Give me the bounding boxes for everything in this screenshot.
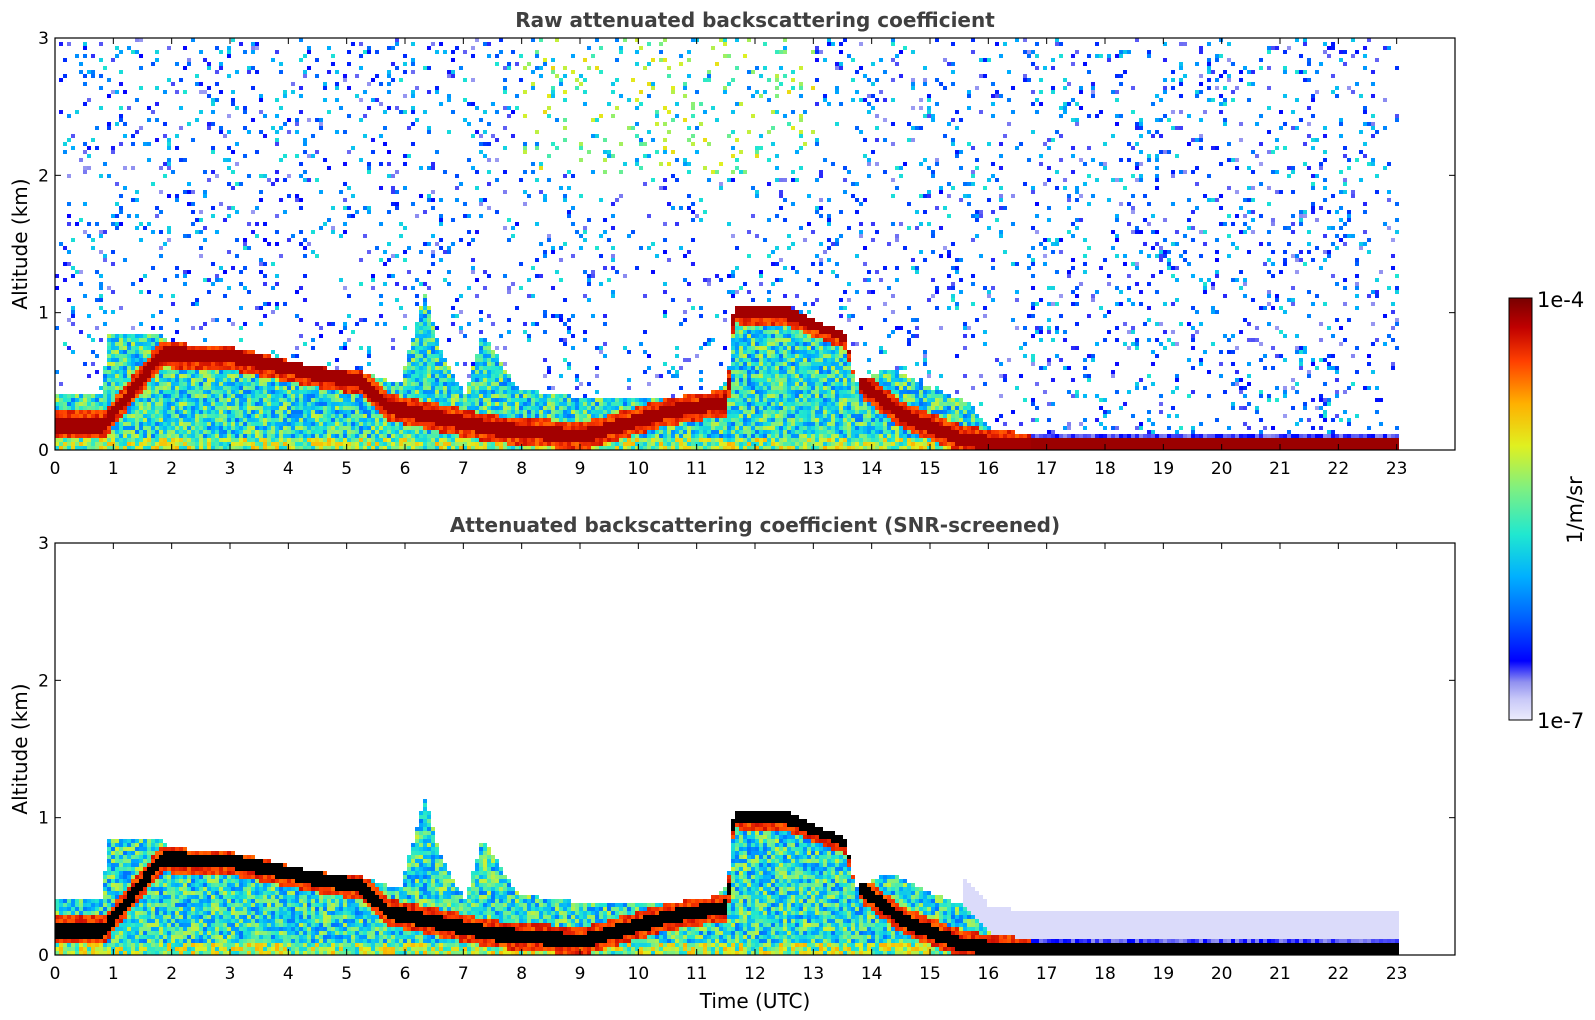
x-tick-label: 10 xyxy=(628,964,650,984)
x-tick-label: 8 xyxy=(516,459,527,479)
y-tick-label: 0 xyxy=(38,441,49,461)
x-tick-label: 17 xyxy=(1036,964,1058,984)
x-tick-label: 16 xyxy=(978,964,1000,984)
x-tick-label: 15 xyxy=(919,459,941,479)
raw-panel-title: Raw attenuated backscattering coefficien… xyxy=(515,8,995,32)
x-tick-label: 10 xyxy=(628,459,650,479)
x-tick-label: 6 xyxy=(400,964,411,984)
y-tick-label: 3 xyxy=(38,534,49,554)
x-tick-label: 19 xyxy=(1153,459,1175,479)
x-tick-label: 1 xyxy=(108,964,119,984)
x-tick-label: 20 xyxy=(1211,459,1233,479)
colorbar-max-label: 1e-4 xyxy=(1537,288,1584,312)
colorbar-unit-label: 1/m/sr xyxy=(1563,476,1587,544)
x-tick-label: 18 xyxy=(1094,964,1116,984)
x-axis-label: Time (UTC) xyxy=(699,989,811,1013)
x-tick-label: 4 xyxy=(283,964,294,984)
colorbar-min-label: 1e-7 xyxy=(1537,709,1584,733)
y-tick-label: 1 xyxy=(38,304,49,324)
x-tick-label: 14 xyxy=(861,964,883,984)
screened-x-ticks: 0 1 2 3 4 5 6 7 8 9 10 11 12 13 14 15 16 17 18 19 20 21 22 23 xyxy=(50,543,1408,984)
raw-y-ticks: 0 1 2 3 xyxy=(38,29,1455,461)
screened-y-ticks: 0 1 2 3 xyxy=(38,534,1455,966)
x-tick-label: 14 xyxy=(861,459,883,479)
x-tick-label: 20 xyxy=(1211,964,1233,984)
screened-panel-title: Attenuated backscattering coefficient (S… xyxy=(450,513,1060,537)
x-tick-label: 12 xyxy=(744,964,766,984)
x-tick-label: 22 xyxy=(1328,459,1350,479)
y-tick-label: 1 xyxy=(38,809,49,829)
screened-heatmap xyxy=(55,799,1399,955)
x-tick-label: 3 xyxy=(225,459,236,479)
x-tick-label: 19 xyxy=(1153,964,1175,984)
raw-heatmap xyxy=(55,38,1399,450)
x-tick-label: 21 xyxy=(1269,459,1291,479)
colorbar-gradient xyxy=(1508,297,1533,721)
x-tick-label: 11 xyxy=(686,459,708,479)
x-tick-label: 11 xyxy=(686,964,708,984)
x-tick-label: 21 xyxy=(1269,964,1291,984)
x-tick-label: 13 xyxy=(803,459,825,479)
x-tick-label: 23 xyxy=(1386,964,1408,984)
x-tick-label: 2 xyxy=(166,964,177,984)
x-tick-label: 1 xyxy=(108,459,119,479)
x-tick-label: 12 xyxy=(744,459,766,479)
x-tick-label: 15 xyxy=(919,964,941,984)
raw-panel: Raw attenuated backscattering coefficien… xyxy=(8,8,1456,479)
screened-y-axis-label: Altitude (km) xyxy=(8,683,32,814)
x-tick-label: 4 xyxy=(283,459,294,479)
screened-panel: Attenuated backscattering coefficient (S… xyxy=(8,513,1456,1013)
x-tick-label: 2 xyxy=(166,459,177,479)
raw-x-ticks: 0 1 2 3 4 5 6 7 8 9 10 11 12 13 14 15 16 17 18 19 20 21 22 23 xyxy=(50,38,1408,479)
x-tick-label: 3 xyxy=(225,964,236,984)
x-tick-label: 18 xyxy=(1094,459,1116,479)
x-tick-label: 5 xyxy=(341,964,352,984)
x-tick-label: 22 xyxy=(1328,964,1350,984)
x-tick-label: 9 xyxy=(575,964,586,984)
x-tick-label: 16 xyxy=(978,459,1000,479)
x-tick-label: 17 xyxy=(1036,459,1058,479)
raw-y-axis-label: Altitude (km) xyxy=(8,178,32,309)
y-tick-label: 3 xyxy=(38,29,49,49)
y-tick-label: 0 xyxy=(38,946,49,966)
x-tick-label: 7 xyxy=(458,459,469,479)
x-tick-label: 23 xyxy=(1386,459,1408,479)
x-tick-label: 0 xyxy=(50,964,61,984)
x-tick-label: 9 xyxy=(575,459,586,479)
x-tick-label: 7 xyxy=(458,964,469,984)
x-tick-label: 6 xyxy=(400,459,411,479)
y-tick-label: 2 xyxy=(38,671,49,691)
y-tick-label: 2 xyxy=(38,166,49,186)
x-tick-label: 8 xyxy=(516,964,527,984)
x-tick-label: 13 xyxy=(803,964,825,984)
colorbar: 1e-4 1e-7 1/m/sr xyxy=(1508,288,1587,733)
x-tick-label: 0 xyxy=(50,459,61,479)
x-tick-label: 5 xyxy=(341,459,352,479)
